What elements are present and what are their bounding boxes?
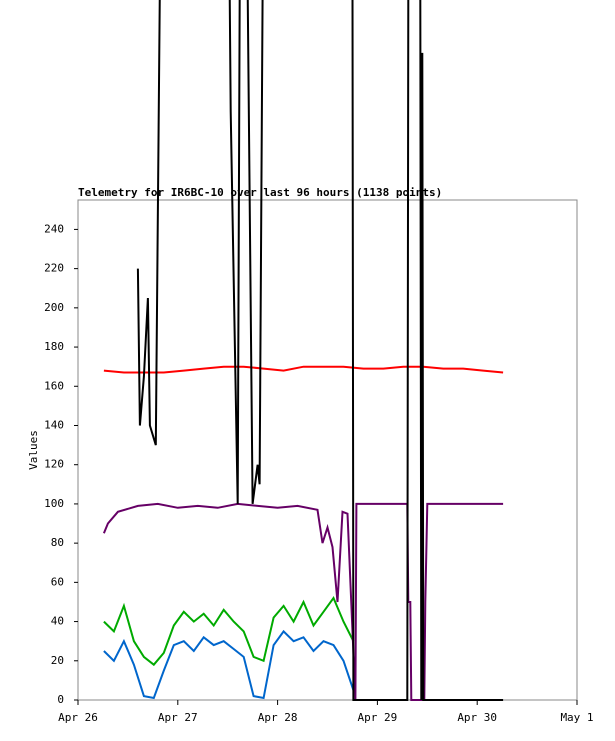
y-tick-label: 160 — [44, 379, 64, 392]
y-tick-label: 120 — [44, 458, 64, 471]
y-tick-label: 100 — [44, 497, 64, 510]
y-axis-label: Values — [27, 430, 40, 470]
y-tick-label: 60 — [51, 575, 64, 588]
y-tick-label: 140 — [44, 418, 64, 431]
x-tick-label: Apr 27 — [158, 711, 198, 724]
y-tick-label: 20 — [51, 654, 64, 667]
plot-frame — [77, 199, 578, 701]
series-line — [103, 629, 355, 700]
y-tick-label: 200 — [44, 301, 64, 314]
y-tick-label: 0 — [57, 693, 64, 706]
chart-title: Telemetry for IR6BC-10 over last 96 hour… — [78, 186, 442, 199]
x-tick-label: Apr 29 — [358, 711, 398, 724]
x-tick-label: Apr 30 — [457, 711, 497, 724]
series-line — [103, 595, 355, 667]
y-tick-label: 240 — [44, 222, 64, 235]
series-line — [136, 0, 504, 701]
x-tick-label: May 1 — [560, 711, 593, 724]
y-tick-label: 40 — [51, 615, 64, 628]
y-tick-label: 220 — [44, 262, 64, 275]
series-line — [102, 502, 504, 701]
y-tick-label: 180 — [44, 340, 64, 353]
series-line — [103, 365, 504, 374]
x-tick-label: Apr 28 — [258, 711, 298, 724]
x-tick-label: Apr 26 — [58, 711, 98, 724]
y-tick-label: 80 — [51, 536, 64, 549]
